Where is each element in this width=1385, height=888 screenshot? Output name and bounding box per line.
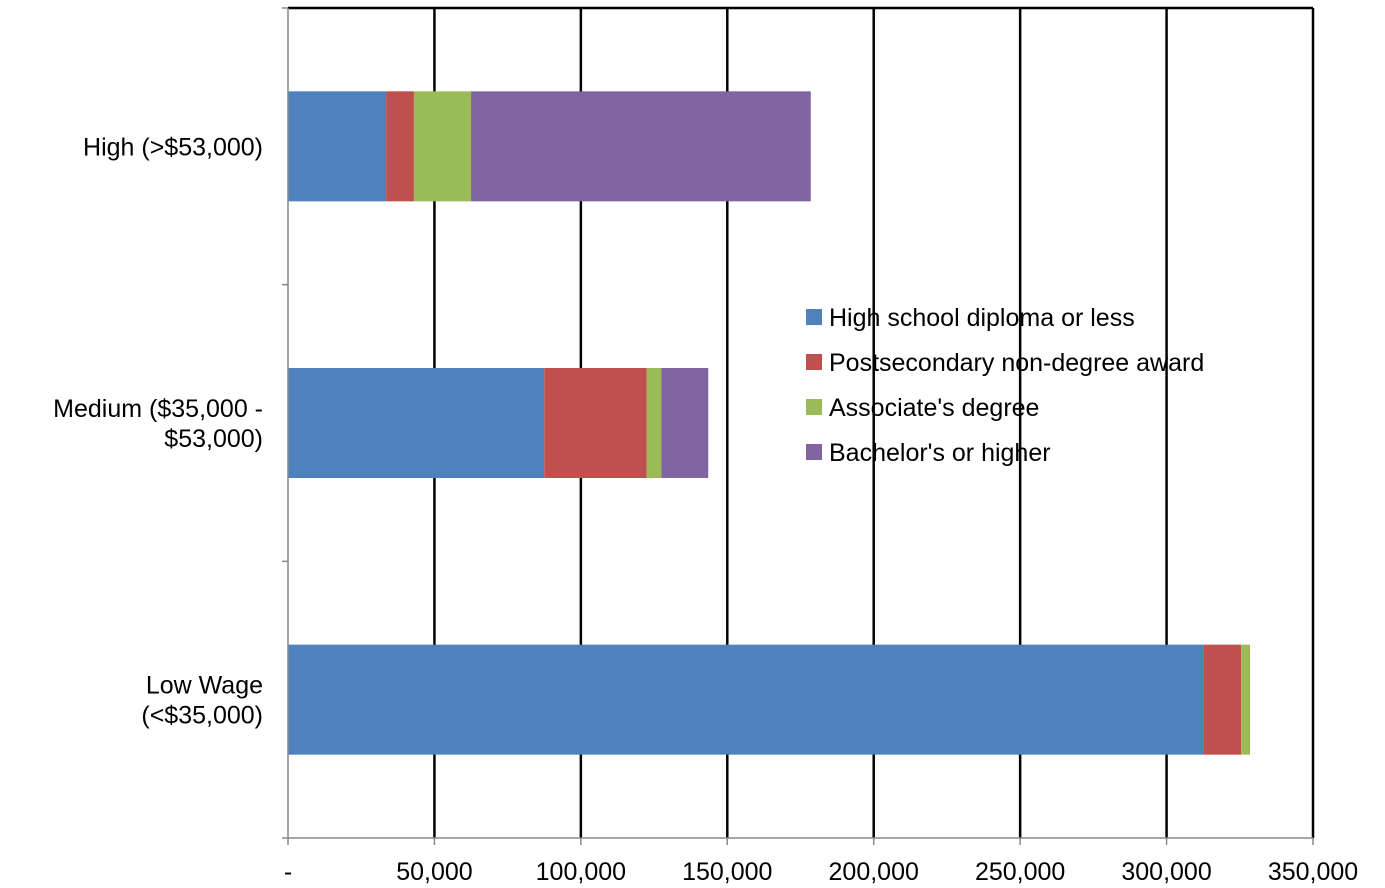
bar-segment-1-0: [288, 368, 545, 478]
x-tick-label-0: -: [284, 858, 292, 886]
x-tick-label-6: 300,000: [1121, 858, 1211, 886]
bar-segment-0-3: [471, 91, 811, 202]
category-label-1-0: Medium ($35,000 -: [53, 395, 263, 423]
legend-swatch-3: [806, 444, 822, 460]
legend-label-1: Postsecondary non-degree award: [829, 349, 1204, 377]
legend-swatch-2: [806, 399, 822, 415]
category-label-2-1: (<$35,000): [141, 702, 263, 730]
x-tick-label-4: 200,000: [829, 858, 919, 886]
legend-swatch-0: [806, 309, 822, 325]
axes: [282, 7, 1314, 845]
category-labels: High (>$53,000) Medium ($35,000 -$53,000)…: [53, 133, 263, 729]
category-label-1-1: $53,000): [164, 425, 263, 453]
legend: High school diploma or less Postsecondary…: [806, 304, 1204, 467]
legend-label-2: Associate's degree: [829, 394, 1039, 422]
bar-segment-1-3: [661, 368, 709, 478]
bar-segment-1-2: [646, 368, 662, 478]
x-tick-label-5: 250,000: [975, 858, 1065, 886]
legend-label-0: High school diploma or less: [829, 304, 1135, 332]
bar-segment-2-2: [1241, 644, 1251, 755]
bars: [288, 91, 1251, 755]
x-tick-label-3: 150,000: [682, 858, 772, 886]
x-tick-label-2: 100,000: [536, 858, 626, 886]
x-tick-label-1: 50,000: [396, 858, 472, 886]
category-label-2-0: Low Wage: [146, 672, 263, 700]
bar-segment-2-0: [288, 644, 1204, 755]
bar-segment-2-1: [1203, 644, 1242, 755]
legend-swatch-1: [806, 354, 822, 370]
category-label-0-0: High (>$53,000): [83, 133, 263, 161]
legend-label-3: Bachelor's or higher: [829, 439, 1051, 467]
bar-segment-0-0: [288, 91, 387, 202]
x-tick-labels: - 50,000 100,000 150,000 200,000 250,000 300,0…: [284, 858, 1358, 886]
x-tick-label-7: 350,000: [1268, 858, 1358, 886]
bar-segment-1-1: [544, 368, 647, 478]
bar-segment-0-1: [386, 91, 414, 202]
bar-segment-0-2: [413, 91, 472, 202]
